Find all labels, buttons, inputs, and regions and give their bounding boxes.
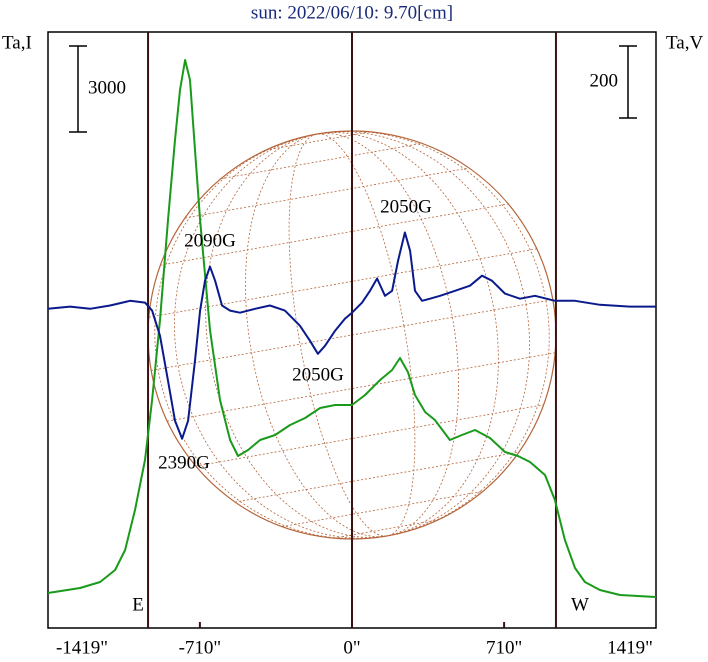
chart-title: sun: 2022/06/10: 9.70[cm] [251,2,453,23]
y2-axis-label: Ta,V [666,32,703,53]
grid-line [148,248,537,318]
grid-line [265,131,370,151]
x-tick-label: -1419" [56,637,108,658]
annotation: 2090G [184,230,236,251]
grid-line [195,404,544,467]
series-line [47,59,657,598]
annotation: 2390G [158,452,210,473]
series-line [47,231,656,440]
annotation: 2050G [380,196,432,217]
x-tick-label: -710" [179,637,222,658]
west-label: W [571,594,589,615]
grid-line [167,352,556,422]
y-scale-label: 3000 [88,77,126,98]
grid-line [220,142,422,180]
east-label: E [132,594,144,615]
annotation: 2050G [292,364,344,385]
y-axis-label: Ta,I [2,32,32,53]
grid-line [160,203,509,266]
grid-line [234,451,520,503]
grid-line [184,167,470,219]
x-tick-label: 710" [486,637,522,658]
y2-scale-label: 200 [590,70,619,91]
x-tick-label: 1419" [607,637,653,658]
x-tick-label: 0" [343,637,360,658]
grid-line [282,490,484,528]
